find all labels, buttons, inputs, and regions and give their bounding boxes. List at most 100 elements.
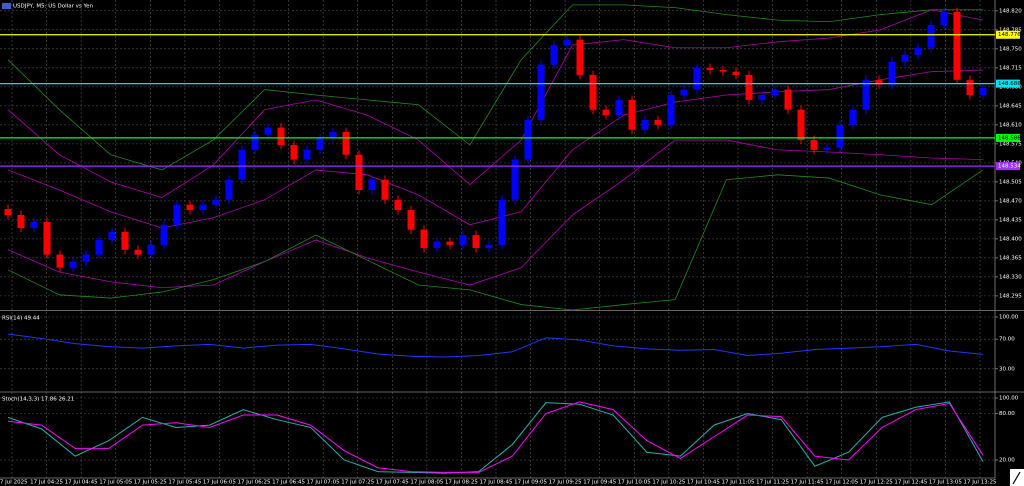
x-tick-label: 17 Jul 11:45 (791, 480, 824, 486)
level-label: 148.586 (998, 135, 1021, 141)
candle-body (69, 261, 77, 268)
candle-body (173, 204, 181, 225)
y-tick-label: 148.470 (999, 198, 1022, 204)
y-tick-label: 30.00 (999, 366, 1015, 372)
candle-body (342, 131, 350, 155)
candle-body (316, 137, 324, 150)
candle-body (550, 45, 558, 65)
x-tick-label: 17 Jul 04:45 (65, 480, 98, 486)
candle-body (641, 119, 649, 130)
candle-body (433, 241, 441, 249)
candle-body (784, 89, 792, 110)
candle-body (368, 179, 376, 191)
candle-body (238, 149, 246, 180)
plot-area (0, 397, 995, 474)
y-tick-label: 148.750 (999, 46, 1022, 52)
level-label: 148.534 (998, 164, 1021, 170)
candle-body (4, 209, 12, 215)
candle-body (537, 64, 545, 120)
y-tick-label: 148.365 (999, 255, 1022, 261)
candle-body (589, 74, 597, 110)
x-tick-label: 17 Jul 08:45 (480, 480, 513, 486)
candle-body (212, 199, 220, 205)
candle-body (43, 222, 51, 255)
candle-body (615, 99, 623, 116)
y-tick-label: 70.00 (999, 337, 1015, 343)
candle-body (940, 11, 948, 25)
y-tick-label: 148.820 (999, 8, 1022, 14)
candle-body (407, 210, 415, 230)
candle-body (797, 109, 805, 141)
x-tick-label: 17 Jul 11:05 (722, 480, 755, 486)
candle-body (914, 47, 922, 55)
x-tick-label: 17 Jul 07:05 (307, 480, 340, 486)
candle-body (511, 159, 519, 200)
candle-body (706, 67, 714, 71)
candle-body (524, 119, 532, 160)
candle-body (56, 254, 64, 268)
x-tick-label: 17 Jul 10:25 (652, 480, 685, 486)
x-tick-label: 17 Jul 12:05 (825, 480, 858, 486)
candle-body (199, 204, 207, 211)
candle-body (563, 39, 571, 46)
band-line (7, 139, 984, 289)
x-tick-label: 17 Jul 2025 (0, 480, 28, 486)
x-tick-label: 17 Jul 10:05 (618, 480, 651, 486)
candle-body (394, 199, 402, 211)
y-tick-label: 20.00 (999, 458, 1015, 464)
candle-body (147, 244, 155, 255)
x-tick-label: 17 Jul 06:25 (238, 480, 271, 486)
series-line (7, 401, 984, 473)
candle-body (732, 71, 740, 75)
level-label-box (996, 162, 1020, 171)
candle-body (303, 149, 311, 160)
y-tick-label: 148.785 (999, 27, 1022, 33)
candle-body (225, 179, 233, 200)
y-tick-label: 148.610 (999, 122, 1022, 128)
x-tick-label: 17 Jul 05:05 (99, 480, 132, 486)
band-line (7, 4, 983, 171)
candle-body (381, 179, 389, 200)
candle-body (628, 99, 636, 130)
candle-body (667, 95, 675, 125)
candle-body (485, 244, 493, 249)
x-tick-label: 17 Jul 09:25 (549, 480, 582, 486)
corner-icon (1012, 471, 1021, 485)
x-tick-label: 17 Jul 07:25 (341, 480, 374, 486)
candle-body (680, 89, 688, 96)
x-tick-label: 17 Jul 10:45 (687, 480, 720, 486)
candle-body (121, 231, 129, 250)
x-tick-label: 17 Jul 05:25 (134, 480, 167, 486)
level-label: 148.686 (998, 81, 1021, 87)
level-label-box (996, 133, 1020, 142)
candle-body (446, 241, 454, 245)
plot-area (0, 316, 995, 370)
candle-body (95, 239, 103, 255)
candle-body (693, 67, 701, 90)
x-tick-label: 17 Jul 08:05 (410, 480, 443, 486)
y-tick-label: 148.400 (999, 236, 1022, 242)
candle-body (160, 224, 168, 245)
candle-body (849, 109, 857, 125)
candle-body (953, 11, 961, 80)
candle-body (264, 127, 272, 135)
y-tick-label: 100.00 (999, 315, 1019, 321)
candle-body (875, 79, 883, 85)
x-tick-label: 17 Jul 13:25 (964, 480, 997, 486)
level-label-box (996, 79, 1020, 88)
candle-body (355, 154, 363, 191)
candle-body (290, 144, 298, 160)
candle-body (17, 214, 25, 229)
x-tick-label: 17 Jul 08:25 (445, 480, 478, 486)
y-tick-label: 148.645 (999, 103, 1022, 109)
x-tick-label: 17 Jul 12:45 (894, 480, 927, 486)
band-line (7, 69, 984, 229)
candle-body (277, 127, 285, 145)
candle-body (108, 231, 116, 240)
candle-body (654, 119, 662, 125)
y-tick-label: 100.00 (999, 396, 1019, 402)
candle-body (576, 39, 584, 75)
